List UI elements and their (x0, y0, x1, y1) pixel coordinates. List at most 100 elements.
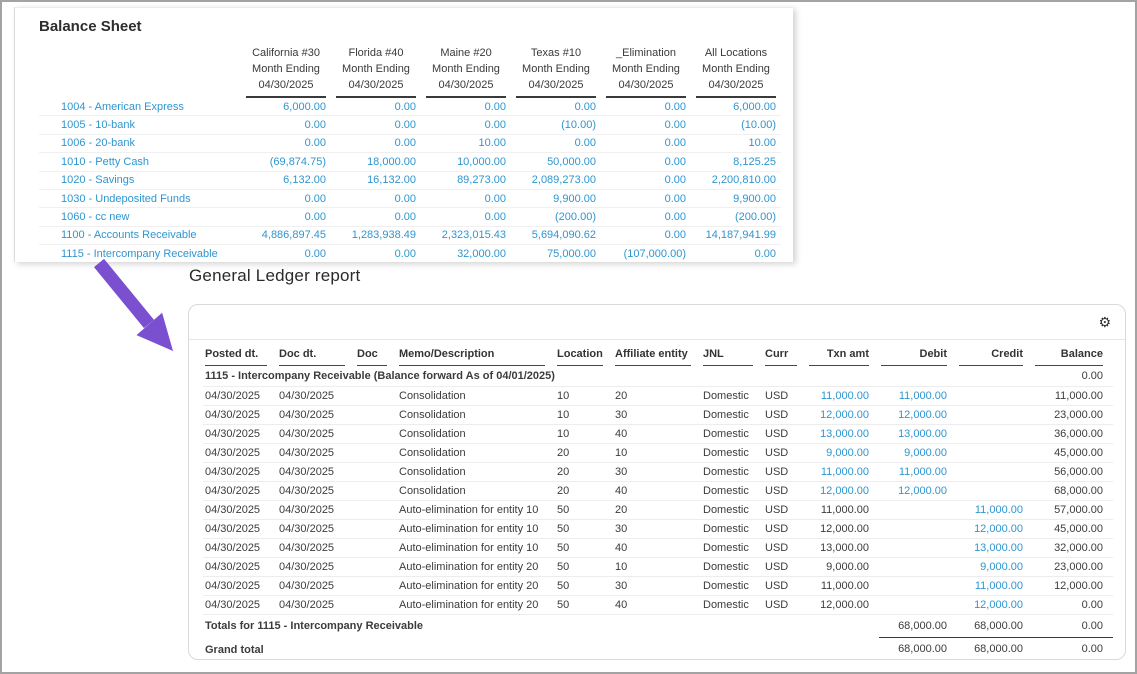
gl-cell-credit-link[interactable]: 11,000.00 (957, 500, 1033, 520)
gl-cell-debit-link[interactable]: 9,000.00 (879, 443, 957, 463)
bs-value: 0.00 (421, 98, 511, 117)
bs-value: 0.00 (331, 189, 421, 209)
gl-cell-txn-amt-link[interactable]: 12,000.00 (807, 405, 879, 425)
gl-cell-credit-link[interactable]: 13,000.00 (957, 538, 1033, 558)
account-link[interactable]: 1006 - 20-bank (39, 134, 241, 154)
gl-row: 04/30/2025 04/30/2025 Consolidation 20 3… (203, 462, 1113, 482)
gl-cell-debit-link[interactable] (879, 538, 957, 558)
account-link[interactable]: 1005 - 10-bank (39, 115, 241, 135)
gl-cell-doc (355, 462, 397, 482)
gl-cell-doc-dt: 04/30/2025 (277, 538, 355, 558)
gl-cell-txn-amt-link[interactable]: 13,000.00 (807, 538, 879, 558)
gl-cell-memo: Consolidation (397, 424, 555, 444)
gl-cell-txn-amt-link[interactable]: 9,000.00 (807, 557, 879, 577)
balance-forward-row: 1115 - Intercompany Receivable (Balance … (203, 366, 1113, 387)
gl-cell-location: 20 (555, 443, 613, 463)
bs-value: 0.00 (331, 207, 421, 227)
gl-cell-credit-link[interactable] (957, 443, 1033, 463)
gl-cell-credit-link[interactable] (957, 481, 1033, 501)
gl-column-header-jnl: JNL (701, 342, 763, 366)
bs-value: (69,874.75) (241, 152, 331, 172)
gl-cell-posted-dt: 04/30/2025 (203, 538, 277, 558)
gl-cell-txn-amt-link[interactable]: 13,000.00 (807, 424, 879, 444)
gl-cell-txn-amt-link[interactable]: 12,000.00 (807, 519, 879, 539)
gl-cell-balance: 45,000.00 (1033, 443, 1113, 463)
gl-cell-doc-dt: 04/30/2025 (277, 462, 355, 482)
gl-cell-debit-link[interactable]: 11,000.00 (879, 386, 957, 406)
gl-cell-credit-link[interactable] (957, 405, 1033, 425)
account-link[interactable]: 1030 - Undeposited Funds (39, 189, 241, 209)
gl-cell-location: 10 (555, 386, 613, 406)
account-link[interactable]: 1004 - American Express (39, 98, 241, 117)
account-link[interactable]: 1100 - Accounts Receivable (39, 226, 241, 246)
grand-total-balance: 0.00 (1033, 637, 1113, 659)
gl-cell-curr: USD (763, 405, 807, 425)
gl-row: 04/30/2025 04/30/2025 Consolidation 20 1… (203, 443, 1113, 463)
gl-cell-debit-link[interactable] (879, 500, 957, 520)
bs-value: 0.00 (691, 244, 781, 262)
gl-row: 04/30/2025 04/30/2025 Auto-elimination f… (203, 538, 1113, 558)
account-link[interactable]: 1060 - cc new (39, 207, 241, 227)
gl-cell-jnl: Domestic (701, 500, 763, 520)
gl-cell-txn-amt-link[interactable]: 11,000.00 (807, 576, 879, 596)
bs-value: 16,132.00 (331, 171, 421, 190)
gl-cell-doc (355, 595, 397, 615)
gl-cell-txn-amt-link[interactable]: 9,000.00 (807, 443, 879, 463)
gl-cell-txn-amt-link[interactable]: 12,000.00 (807, 481, 879, 501)
gl-cell-doc (355, 576, 397, 596)
gl-cell-debit-link[interactable] (879, 557, 957, 577)
bs-row: 1060 - cc new 0.00 0.00 0.00 (200.00) 0.… (39, 207, 781, 227)
gl-cell-balance: 45,000.00 (1033, 519, 1113, 539)
gl-cell-credit-link[interactable]: 11,000.00 (957, 576, 1033, 596)
bs-row: 1010 - Petty Cash (69,874.75) 18,000.00 … (39, 152, 781, 172)
gl-header-row: Posted dt. Doc dt. Doc Memo/Description … (203, 342, 1113, 366)
gl-cell-txn-amt-link[interactable]: 12,000.00 (807, 595, 879, 615)
gl-cell-debit-link[interactable]: 12,000.00 (879, 405, 957, 425)
gl-row: 04/30/2025 04/30/2025 Consolidation 20 4… (203, 481, 1113, 501)
gl-cell-credit-link[interactable] (957, 386, 1033, 406)
gl-table: Posted dt. Doc dt. Doc Memo/Description … (203, 342, 1113, 659)
gl-cell-jnl: Domestic (701, 462, 763, 482)
gl-cell-txn-amt-link[interactable]: 11,000.00 (807, 500, 879, 520)
bs-value: 8,125.25 (691, 152, 781, 172)
bs-row: 1004 - American Express 6,000.00 0.00 0.… (39, 98, 781, 117)
account-link[interactable]: 1020 - Savings (39, 171, 241, 190)
gl-cell-debit-link[interactable] (879, 519, 957, 539)
gl-cell-credit-link[interactable]: 9,000.00 (957, 557, 1033, 577)
gl-cell-jnl: Domestic (701, 424, 763, 444)
totals-balance: 0.00 (1033, 614, 1113, 638)
gl-cell-posted-dt: 04/30/2025 (203, 595, 277, 615)
gl-cell-doc-dt: 04/30/2025 (277, 519, 355, 539)
gl-cell-balance: 11,000.00 (1033, 386, 1113, 406)
gl-cell-doc-dt: 04/30/2025 (277, 424, 355, 444)
gl-cell-curr: USD (763, 538, 807, 558)
gl-cell-debit-link[interactable]: 12,000.00 (879, 481, 957, 501)
account-link[interactable]: 1010 - Petty Cash (39, 152, 241, 172)
gl-cell-doc-dt: 04/30/2025 (277, 595, 355, 615)
gl-cell-doc-dt: 04/30/2025 (277, 481, 355, 501)
gl-cell-doc-dt: 04/30/2025 (277, 557, 355, 577)
account-link[interactable]: 1115 - Intercompany Receivable (39, 244, 241, 262)
gl-cell-debit-link[interactable]: 11,000.00 (879, 462, 957, 482)
totals-debit: 68,000.00 (879, 614, 957, 638)
gl-cell-credit-link[interactable] (957, 462, 1033, 482)
bs-column-header-texas: Texas #10 Month Ending 04/30/2025 (511, 45, 601, 98)
bs-value: 0.00 (331, 134, 421, 154)
gl-cell-txn-amt-link[interactable]: 11,000.00 (807, 462, 879, 482)
gl-cell-debit-link[interactable] (879, 595, 957, 615)
gear-icon[interactable]: ⚙ (1098, 315, 1111, 331)
gl-cell-txn-amt-link[interactable]: 11,000.00 (807, 386, 879, 406)
bs-value: 75,000.00 (511, 244, 601, 262)
gl-cell-debit-link[interactable]: 13,000.00 (879, 424, 957, 444)
gl-cell-memo: Consolidation (397, 462, 555, 482)
bs-value: 10.00 (421, 134, 511, 154)
gl-column-header-posted-dt: Posted dt. (203, 342, 277, 366)
gl-cell-credit-link[interactable] (957, 424, 1033, 444)
gl-row: 04/30/2025 04/30/2025 Consolidation 10 4… (203, 424, 1113, 444)
gl-cell-debit-link[interactable] (879, 576, 957, 596)
gl-cell-credit-link[interactable]: 12,000.00 (957, 519, 1033, 539)
bs-column-header-all-locations: All Locations Month Ending 04/30/2025 (691, 45, 781, 98)
gl-cell-credit-link[interactable]: 12,000.00 (957, 595, 1033, 615)
gl-cell-balance: 68,000.00 (1033, 481, 1113, 501)
gl-cell-memo: Auto-elimination for entity 20 (397, 576, 555, 596)
